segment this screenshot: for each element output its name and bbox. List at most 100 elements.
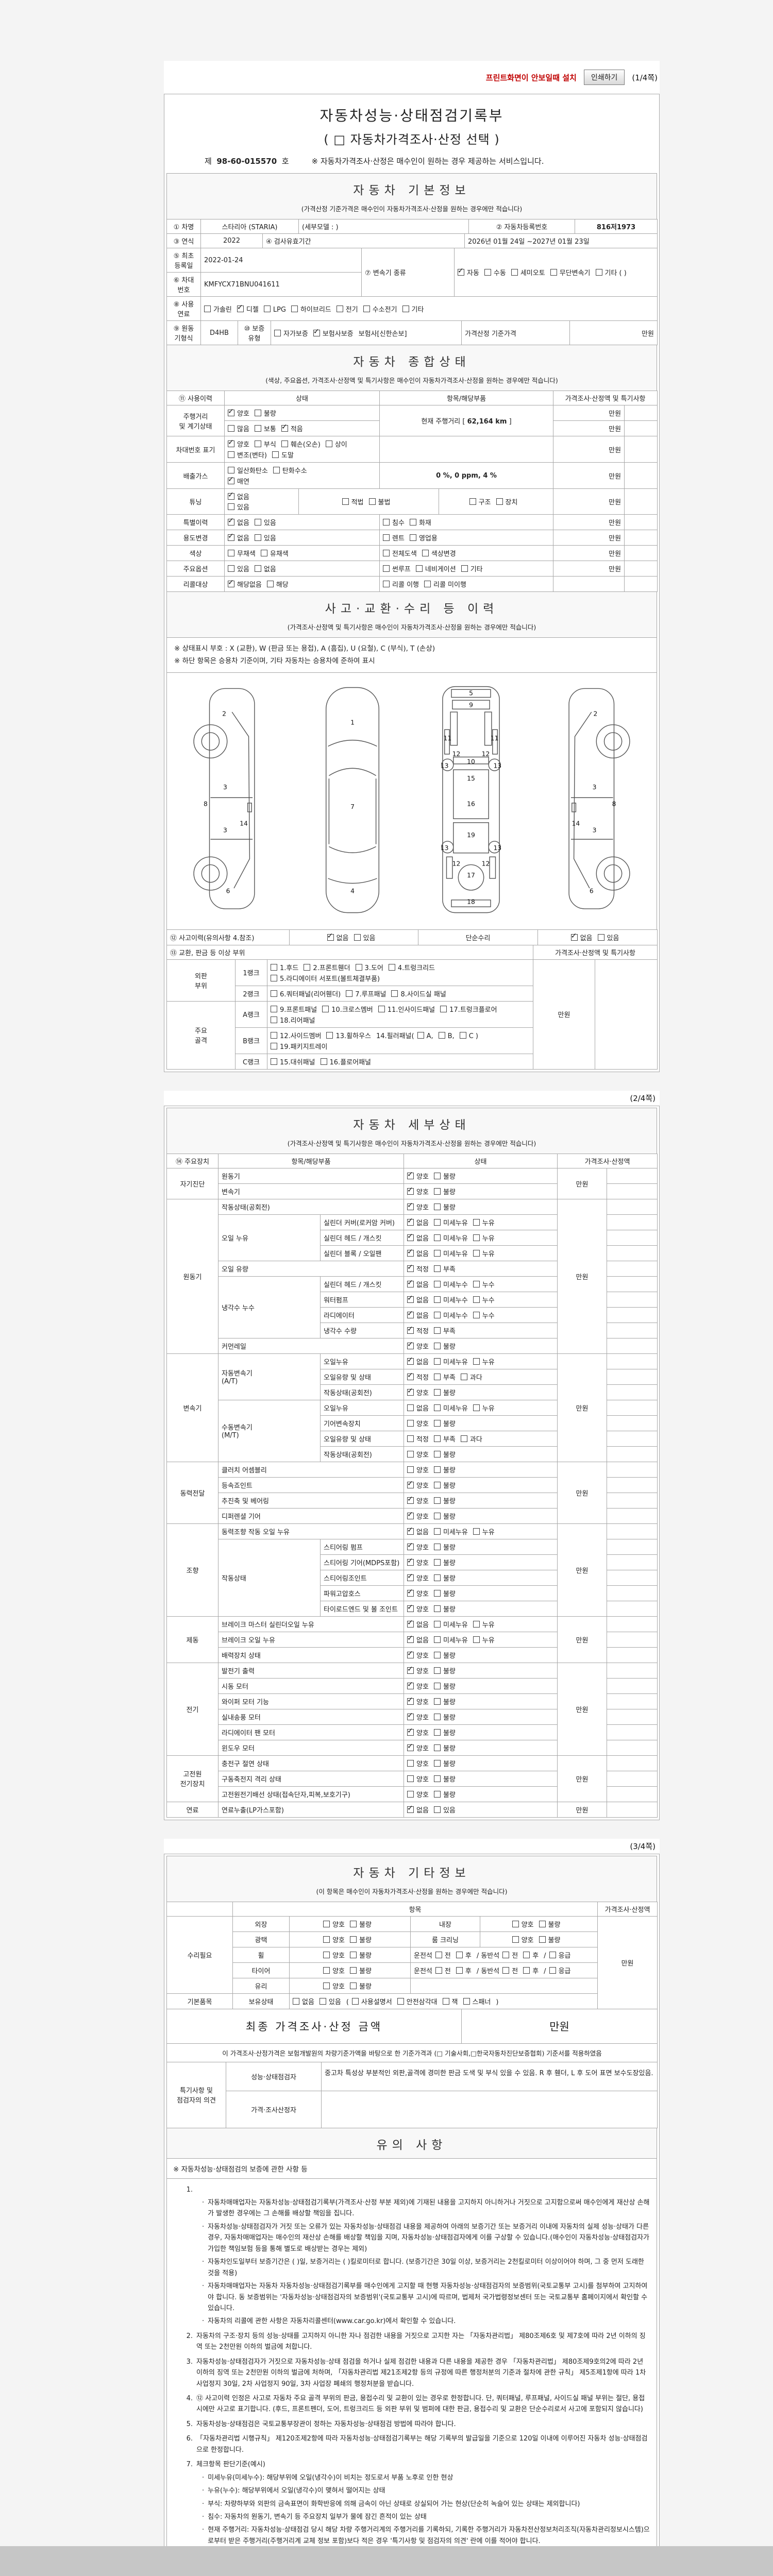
checkbox-icon[interactable]: [272, 451, 279, 458]
checkbox-checked-icon[interactable]: [407, 1371, 414, 1380]
checkbox-icon[interactable]: [433, 1188, 441, 1195]
checkbox-icon[interactable]: [402, 305, 409, 312]
checkbox-icon[interactable]: [433, 1296, 441, 1303]
checkbox-icon[interactable]: [512, 1936, 519, 1943]
checkbox-checked-icon[interactable]: [228, 476, 234, 484]
checkbox-icon[interactable]: [433, 1466, 441, 1473]
checkbox-icon[interactable]: [271, 1005, 277, 1012]
checkbox-checked-icon[interactable]: [407, 1511, 414, 1519]
checkbox-icon[interactable]: [397, 1997, 404, 2005]
checkbox-icon[interactable]: [435, 1967, 442, 1974]
checkbox-checked-icon[interactable]: [228, 517, 234, 526]
checkbox-icon[interactable]: [293, 1997, 299, 2005]
checkbox-icon[interactable]: [595, 269, 602, 276]
checkbox-icon[interactable]: [433, 1419, 441, 1427]
checkbox-icon[interactable]: [473, 1636, 480, 1643]
checkbox-icon[interactable]: [409, 519, 416, 526]
checkbox-icon[interactable]: [523, 1951, 530, 1958]
checkbox-icon[interactable]: [433, 1358, 441, 1365]
checkbox-icon[interactable]: [433, 1265, 441, 1272]
checkbox-checked-icon[interactable]: [407, 1341, 414, 1349]
checkbox-icon[interactable]: [274, 329, 281, 336]
checkbox-icon[interactable]: [254, 440, 261, 447]
checkbox-icon[interactable]: [336, 305, 343, 312]
checkbox-icon[interactable]: [473, 1296, 480, 1303]
checkbox-checked-icon[interactable]: [407, 1387, 414, 1396]
checkbox-icon[interactable]: [273, 467, 280, 473]
checkbox-icon[interactable]: [350, 1951, 357, 1958]
checkbox-icon[interactable]: [422, 550, 429, 556]
checkbox-checked-icon[interactable]: [228, 438, 234, 447]
checkbox-checked-icon[interactable]: [407, 1557, 414, 1566]
checkbox-icon[interactable]: [549, 1967, 556, 1974]
checkbox-icon[interactable]: [539, 1936, 546, 1943]
checkbox-icon[interactable]: [271, 1016, 277, 1023]
checkbox-checked-icon[interactable]: [407, 1201, 414, 1210]
checkbox-icon[interactable]: [433, 1651, 441, 1658]
checkbox-checked-icon[interactable]: [327, 932, 334, 941]
checkbox-checked-icon[interactable]: [313, 328, 320, 336]
checkbox-icon[interactable]: [325, 440, 332, 447]
checkbox-icon[interactable]: [456, 1967, 463, 1974]
checkbox-checked-icon[interactable]: [228, 579, 234, 587]
checkbox-icon[interactable]: [383, 550, 390, 556]
checkbox-icon[interactable]: [433, 1280, 441, 1287]
checkbox-icon[interactable]: [322, 1005, 329, 1012]
checkbox-icon[interactable]: [409, 534, 416, 541]
checkbox-icon[interactable]: [407, 1466, 414, 1473]
checkbox-icon[interactable]: [433, 1605, 441, 1612]
checkbox-checked-icon[interactable]: [407, 1696, 414, 1705]
checkbox-checked-icon[interactable]: [228, 532, 234, 541]
checkbox-icon[interactable]: [459, 1031, 466, 1039]
checkbox-icon[interactable]: [350, 1982, 357, 1989]
checkbox-icon[interactable]: [407, 1404, 414, 1411]
checkbox-icon[interactable]: [433, 1682, 441, 1689]
checkbox-icon[interactable]: [512, 1920, 519, 1927]
checkbox-icon[interactable]: [433, 1388, 441, 1396]
checkbox-icon[interactable]: [484, 269, 491, 276]
checkbox-checked-icon[interactable]: [407, 1634, 414, 1643]
checkbox-icon[interactable]: [407, 1435, 414, 1442]
checkbox-icon[interactable]: [254, 410, 261, 416]
checkbox-checked-icon[interactable]: [237, 303, 244, 312]
checkbox-icon[interactable]: [433, 1759, 441, 1767]
checkbox-checked-icon[interactable]: [570, 932, 578, 941]
checkbox-icon[interactable]: [496, 498, 503, 505]
checkbox-checked-icon[interactable]: [407, 1603, 414, 1612]
checkbox-icon[interactable]: [433, 1713, 441, 1720]
checkbox-checked-icon[interactable]: [407, 1495, 414, 1504]
checkbox-icon[interactable]: [473, 1218, 480, 1226]
checkbox-icon[interactable]: [271, 974, 277, 981]
checkbox-checked-icon[interactable]: [407, 1356, 414, 1365]
checkbox-icon[interactable]: [433, 1311, 441, 1318]
checkbox-icon[interactable]: [435, 1951, 442, 1958]
checkbox-checked-icon[interactable]: [407, 1526, 414, 1535]
checkbox-checked-icon[interactable]: [407, 1294, 414, 1303]
checkbox-icon[interactable]: [407, 1419, 414, 1427]
checkbox-icon[interactable]: [415, 565, 423, 572]
checkbox-checked-icon[interactable]: [407, 1681, 414, 1689]
checkbox-icon[interactable]: [228, 451, 234, 458]
checkbox-icon[interactable]: [433, 1450, 441, 1458]
checkbox-icon[interactable]: [523, 1967, 530, 1974]
checkbox-icon[interactable]: [271, 963, 277, 971]
checkbox-icon[interactable]: [351, 1997, 359, 2005]
checkbox-icon[interactable]: [433, 1404, 441, 1411]
checkbox-icon[interactable]: [433, 1172, 441, 1179]
checkbox-icon[interactable]: [363, 305, 370, 312]
print-button[interactable]: 인쇄하기: [583, 70, 625, 85]
checkbox-icon[interactable]: [323, 1967, 330, 1974]
checkbox-icon[interactable]: [433, 1636, 441, 1643]
checkbox-icon[interactable]: [228, 503, 234, 510]
checkbox-icon[interactable]: [378, 1005, 385, 1012]
checkbox-icon[interactable]: [473, 1358, 480, 1365]
checkbox-icon[interactable]: [271, 1031, 277, 1039]
checkbox-icon[interactable]: [549, 1951, 556, 1958]
checkbox-checked-icon[interactable]: [407, 1186, 414, 1195]
checkbox-icon[interactable]: [473, 1311, 480, 1318]
checkbox-icon[interactable]: [463, 1997, 470, 2005]
checkbox-icon[interactable]: [254, 565, 261, 572]
checkbox-icon[interactable]: [473, 1528, 480, 1535]
checkbox-icon[interactable]: [502, 1967, 510, 1974]
checkbox-icon[interactable]: [473, 1249, 480, 1257]
